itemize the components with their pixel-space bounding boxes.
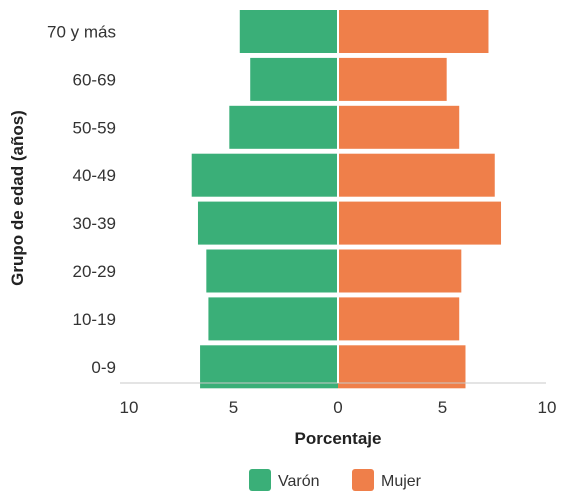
legend: Varón Mujer: [249, 469, 422, 491]
bar-mujer-2: [338, 105, 460, 149]
bar-varon-5: [206, 249, 338, 293]
category-labels-group: 70 y más 60-69 50-59 40-49 30-39 20-29 10-19 0-…: [47, 23, 116, 377]
category-label: 30-39: [73, 214, 116, 233]
category-label: 10-19: [73, 310, 116, 329]
y-axis-title: Grupo de edad (años): [8, 110, 27, 286]
category-label: 0-9: [91, 358, 116, 377]
x-tick-label: 10: [120, 398, 139, 417]
x-tick-label: 5: [438, 398, 447, 417]
bar-mujer-4: [338, 201, 502, 245]
x-tick-labels-group: 10 5 0 5 10: [120, 398, 557, 417]
bar-mujer-6: [338, 297, 460, 341]
bar-mujer-0: [338, 10, 489, 53]
bar-varon-2: [229, 105, 338, 149]
x-tick-label: 5: [229, 398, 238, 417]
bar-varon-6: [208, 297, 338, 341]
category-label: 70 y más: [47, 23, 116, 42]
legend-swatch-varon: [249, 469, 271, 491]
legend-label-varon: Varón: [278, 473, 320, 490]
category-label: 60-69: [73, 70, 116, 89]
x-tick-label: 0: [333, 398, 342, 417]
legend-swatch-mujer: [352, 469, 374, 491]
bar-varon-7: [200, 345, 338, 389]
bar-varon-4: [197, 201, 338, 245]
legend-label-mujer: Mujer: [381, 473, 422, 490]
x-axis-title: Porcentaje: [295, 429, 382, 448]
bar-varon-1: [250, 57, 338, 101]
bar-mujer-1: [338, 57, 447, 101]
bar-mujer-5: [338, 249, 462, 293]
bar-varon-3: [191, 153, 338, 197]
bar-mujer-7: [338, 345, 466, 389]
category-label: 20-29: [73, 262, 116, 281]
category-label: 50-59: [73, 118, 116, 137]
bar-varon-0: [239, 10, 338, 53]
bars-group: [191, 10, 502, 389]
x-tick-label: 10: [538, 398, 557, 417]
category-label: 40-49: [73, 166, 116, 185]
bar-mujer-3: [338, 153, 495, 197]
